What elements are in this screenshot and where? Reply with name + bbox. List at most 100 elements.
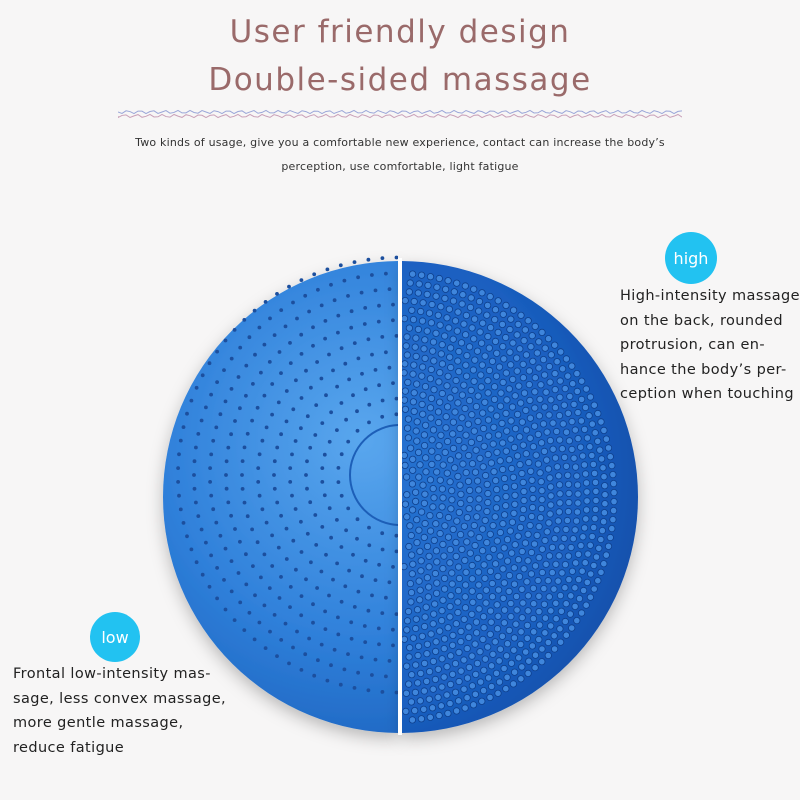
- high-nub: [537, 478, 545, 486]
- high-nub: [440, 585, 449, 593]
- high-nub: [482, 586, 490, 594]
- high-nub: [468, 561, 476, 570]
- low-nub: [336, 632, 341, 637]
- high-nub: [436, 627, 444, 635]
- high-nub: [556, 393, 564, 401]
- high-nub: [520, 389, 529, 397]
- high-nub: [562, 600, 570, 608]
- low-nub: [299, 426, 303, 431]
- low-nub: [335, 384, 339, 389]
- low-nub: [233, 527, 237, 531]
- high-nub: [525, 380, 533, 389]
- high-nub: [559, 420, 567, 428]
- low-nub: [352, 260, 357, 264]
- low-nub: [287, 284, 291, 289]
- high-nub: [447, 652, 455, 660]
- high-nub: [538, 496, 546, 504]
- high-nub: [405, 324, 413, 332]
- low-nub: [355, 517, 360, 522]
- high-nub: [416, 547, 424, 555]
- high-nub: [407, 698, 415, 706]
- high-nub: [444, 709, 452, 718]
- low-nub: [247, 335, 252, 340]
- high-nub: [423, 650, 431, 658]
- low-intensity-nubs: [176, 255, 398, 695]
- high-nub: [402, 689, 410, 697]
- high-nub: [425, 583, 433, 591]
- high-nub: [406, 579, 414, 588]
- high-nub: [472, 629, 481, 637]
- high-nub: [409, 315, 418, 324]
- high-nub: [599, 464, 607, 472]
- high-nub: [503, 396, 511, 404]
- high-nub: [501, 483, 510, 492]
- low-nub: [299, 396, 304, 400]
- low-nub: [233, 419, 237, 423]
- high-nub: [609, 470, 617, 479]
- high-nub: [458, 300, 466, 308]
- high-nub: [403, 333, 411, 341]
- low-nub: [252, 308, 257, 313]
- high-nub: [571, 526, 579, 534]
- high-nub: [464, 420, 472, 428]
- high-nub: [434, 311, 442, 319]
- high-nub: [530, 540, 539, 548]
- low-nub: [384, 271, 388, 276]
- high-nub: [579, 586, 588, 595]
- high-nub: [434, 454, 442, 462]
- low-nub: [211, 438, 216, 443]
- high-nub: [555, 481, 564, 489]
- low-nub: [192, 473, 196, 477]
- high-nub: [474, 392, 482, 400]
- high-nub: [453, 327, 461, 335]
- high-nub: [491, 513, 499, 521]
- high-nub: [436, 398, 444, 406]
- high-nub: [429, 338, 438, 346]
- high-nub: [416, 461, 424, 469]
- high-nub: [411, 706, 419, 715]
- low-nub: [320, 421, 325, 425]
- high-nub: [528, 512, 536, 521]
- high-nub: [443, 314, 451, 322]
- high-nub: [408, 570, 416, 578]
- low-nub: [370, 673, 374, 677]
- high-nub: [586, 443, 594, 451]
- high-nub: [452, 552, 460, 561]
- high-nub: [507, 659, 516, 667]
- high-nub: [518, 585, 526, 593]
- high-nub: [518, 663, 526, 671]
- high-nub: [431, 647, 440, 656]
- low-nub: [394, 549, 398, 554]
- high-nub: [433, 283, 441, 291]
- low-nub: [380, 398, 385, 403]
- high-nub: [481, 398, 489, 406]
- high-nub: [519, 505, 528, 514]
- high-nub: [520, 565, 528, 573]
- low-nub: [316, 287, 320, 292]
- low-nub: [323, 627, 328, 631]
- high-nub: [513, 452, 522, 460]
- high-nub: [421, 421, 430, 429]
- high-nub: [474, 417, 482, 425]
- low-nub: [272, 459, 277, 464]
- high-nub: [574, 550, 583, 558]
- high-nub: [481, 352, 489, 360]
- high-nub: [426, 375, 434, 383]
- high-nub: [437, 702, 445, 710]
- high-nub: [446, 699, 454, 708]
- high-nub: [426, 404, 435, 412]
- high-nub: [476, 678, 485, 686]
- low-nub: [377, 303, 381, 308]
- low-nub: [327, 352, 331, 357]
- low-nub: [232, 328, 237, 332]
- high-nub: [479, 409, 487, 417]
- high-nub: [604, 444, 613, 452]
- low-nub: [268, 629, 272, 634]
- high-nub: [424, 281, 432, 289]
- high-nub: [430, 536, 438, 545]
- high-nub: [546, 378, 554, 386]
- high-nub: [530, 628, 538, 636]
- high-nub: [457, 499, 465, 507]
- high-nub: [510, 580, 519, 588]
- high-nub: [511, 500, 519, 508]
